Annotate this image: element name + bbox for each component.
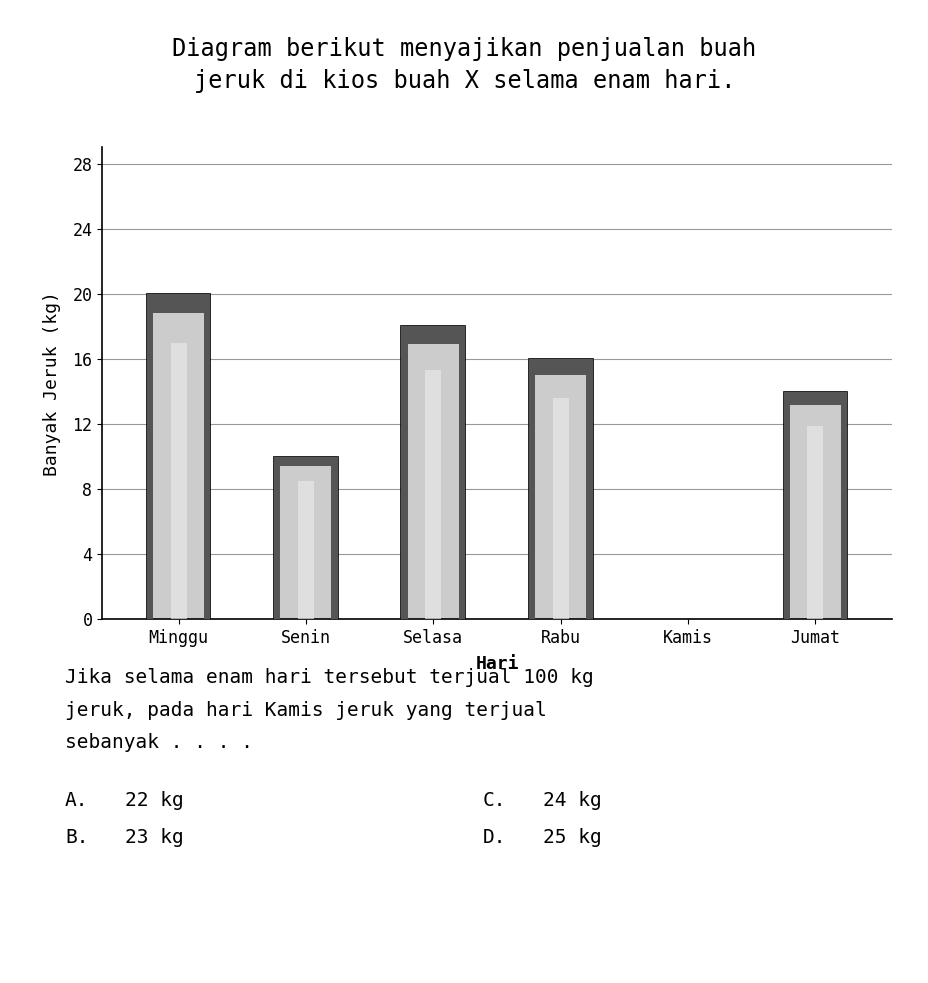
Bar: [274, 456, 338, 466]
Bar: [147, 294, 153, 619]
Text: jeruk, pada hari Kamis jeruk yang terjual: jeruk, pada hari Kamis jeruk yang terjua…: [65, 701, 547, 720]
Bar: [840, 391, 846, 619]
Bar: [782, 391, 846, 619]
Bar: [147, 294, 211, 314]
Text: jeruk di kios buah X selama enam hari.: jeruk di kios buah X selama enam hari.: [194, 69, 734, 92]
Bar: [782, 391, 846, 405]
Bar: [528, 359, 592, 375]
Bar: [425, 371, 441, 619]
Bar: [782, 391, 789, 619]
Bar: [401, 326, 465, 344]
Bar: [147, 294, 211, 619]
Text: 22 kg: 22 kg: [125, 791, 184, 810]
Bar: [528, 359, 535, 619]
Bar: [528, 359, 592, 619]
X-axis label: Hari: Hari: [475, 656, 518, 673]
Text: C.: C.: [483, 791, 506, 810]
Text: 23 kg: 23 kg: [125, 828, 184, 846]
Bar: [586, 359, 592, 619]
Bar: [458, 326, 465, 619]
Bar: [401, 326, 407, 619]
Text: 24 kg: 24 kg: [543, 791, 601, 810]
Text: A.: A.: [65, 791, 88, 810]
Y-axis label: Banyak Jeruk (kg): Banyak Jeruk (kg): [44, 291, 61, 476]
Text: sebanyak . . . .: sebanyak . . . .: [65, 733, 252, 752]
Bar: [331, 456, 338, 619]
Bar: [401, 326, 465, 619]
Text: Jika selama enam hari tersebut terjual 100 kg: Jika selama enam hari tersebut terjual 1…: [65, 668, 593, 687]
Bar: [274, 456, 338, 619]
Text: Diagram berikut menyajikan penjualan buah: Diagram berikut menyajikan penjualan bua…: [173, 37, 755, 61]
Text: B.: B.: [65, 828, 88, 846]
Bar: [298, 481, 314, 619]
Bar: [171, 343, 187, 619]
Bar: [274, 456, 280, 619]
Text: 25 kg: 25 kg: [543, 828, 601, 846]
Bar: [552, 398, 568, 619]
Bar: [806, 426, 822, 619]
Text: D.: D.: [483, 828, 506, 846]
Bar: [204, 294, 211, 619]
